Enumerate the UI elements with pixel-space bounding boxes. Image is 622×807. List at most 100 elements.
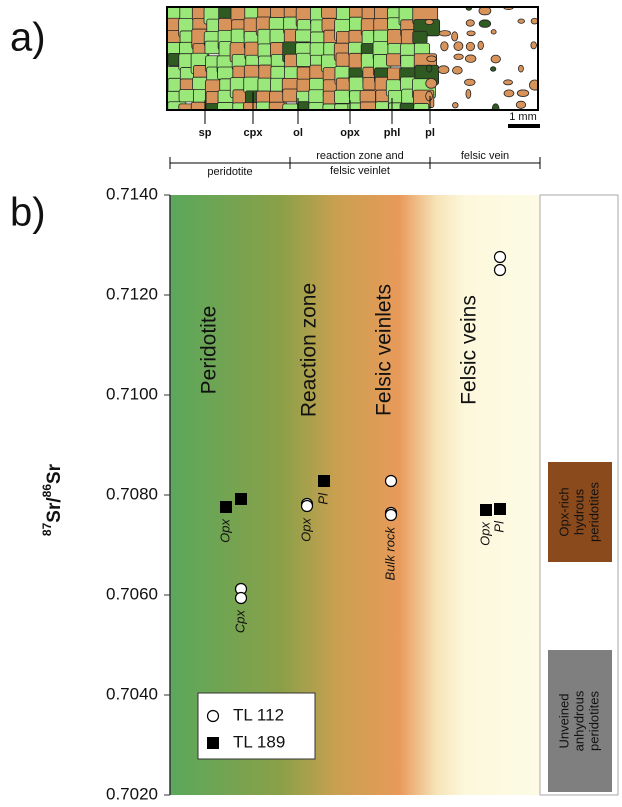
grain (503, 79, 513, 86)
grain (517, 18, 525, 24)
grain (425, 64, 433, 73)
range-box (548, 462, 612, 562)
point-label: Opx (298, 518, 313, 542)
grain (424, 19, 434, 25)
grain (516, 89, 530, 97)
point (235, 493, 247, 505)
y-tick-label: 0.7140 (106, 184, 158, 203)
mineral-label: opx (340, 127, 360, 139)
grain (518, 64, 524, 73)
grain (426, 55, 437, 63)
point (234, 591, 248, 605)
grain (412, 30, 428, 44)
legend-marker (207, 737, 219, 749)
point-label: Opx (477, 522, 492, 546)
mineral-label: ol (293, 127, 303, 139)
zone-label: felsic vein (461, 150, 509, 162)
legend: TL 112 TL 189 (197, 692, 316, 760)
point (318, 475, 330, 487)
thin-section (167, 7, 538, 110)
grain (359, 90, 376, 103)
legend-label: TL 189 (233, 732, 285, 751)
point-label: Opx (217, 519, 232, 543)
grain (440, 41, 449, 52)
grain (491, 103, 500, 110)
zone-label: peridotite (207, 166, 252, 178)
grain (530, 17, 538, 25)
grain (490, 66, 497, 72)
grain (466, 30, 476, 37)
zone-label: reaction zone and (316, 150, 403, 162)
point-label: Pl (491, 520, 506, 533)
range-label: peridotites (586, 691, 601, 751)
grain (490, 54, 501, 64)
y-title-part: 87 (40, 522, 54, 536)
range-label: anhydrous (571, 690, 586, 751)
y-tick-label: 0.7020 (106, 784, 158, 802)
y-tick-label: 0.7100 (106, 384, 158, 403)
range-label: Unveined (556, 694, 571, 749)
grain (465, 88, 472, 99)
point (480, 504, 492, 516)
y-tick-label: 0.7120 (106, 284, 158, 303)
point-label: Cpx (232, 610, 247, 634)
grain (478, 7, 492, 16)
grain (503, 89, 515, 98)
grain (465, 19, 475, 27)
section-frame (166, 6, 539, 111)
point (220, 501, 232, 513)
grain (453, 41, 464, 51)
mineral-label: phl (384, 127, 401, 139)
legend-marker (206, 709, 220, 723)
grain (530, 41, 537, 50)
grain (477, 40, 484, 50)
point-label: Pl (315, 492, 330, 505)
range-label: Opx-rich (556, 487, 571, 536)
grain (529, 79, 538, 91)
grain (204, 40, 221, 55)
grain (437, 65, 450, 74)
scale-label: 1 mm (509, 111, 537, 123)
mineral-labels: sp cpx ol opx phl pl (199, 92, 435, 139)
point-label: Bulk rock (382, 526, 397, 581)
grain (515, 100, 527, 109)
mineral-label: cpx (244, 127, 264, 139)
zone-label: Peridotite (198, 306, 221, 395)
point (384, 508, 398, 522)
mineral-label: pl (425, 127, 435, 139)
grain (478, 19, 492, 28)
point (384, 474, 398, 488)
grain (490, 29, 497, 35)
range-box (548, 650, 612, 792)
grain (425, 90, 433, 102)
point (493, 250, 507, 264)
zone-label: Felsic veinlets (373, 284, 396, 416)
legend-label: TL 112 (233, 705, 284, 724)
plot: 0.7020 0.7040 0.7060 0.7080 0.7100 0.7120 0.71… (106, 184, 612, 803)
y-tick-label: 0.7060 (106, 584, 158, 603)
grain (453, 53, 464, 60)
zone-label: felsic veinlet (330, 165, 390, 177)
grain (464, 54, 477, 63)
y-axis-title: 87Sr/86Sr (40, 463, 65, 536)
zone-label: Felsic veins (458, 295, 481, 405)
grain (452, 66, 463, 75)
grain (438, 30, 451, 37)
panel-label: b) (10, 191, 46, 235)
y-tick-label: 0.7040 (106, 684, 158, 703)
panel-label: a) (10, 16, 46, 60)
y-title-part: 86 (40, 484, 54, 498)
mineral-label: sp (199, 127, 212, 139)
point (493, 263, 507, 277)
grain (465, 41, 475, 52)
point (300, 499, 314, 513)
grain (268, 101, 285, 110)
y-title-part: Sr (44, 463, 65, 484)
range-label: peridotites (586, 482, 601, 542)
grain (452, 102, 459, 109)
grain (425, 78, 438, 89)
y-title-part: Sr/ (44, 497, 65, 523)
zone-label: Reaction zone (298, 283, 321, 417)
point (494, 503, 506, 515)
